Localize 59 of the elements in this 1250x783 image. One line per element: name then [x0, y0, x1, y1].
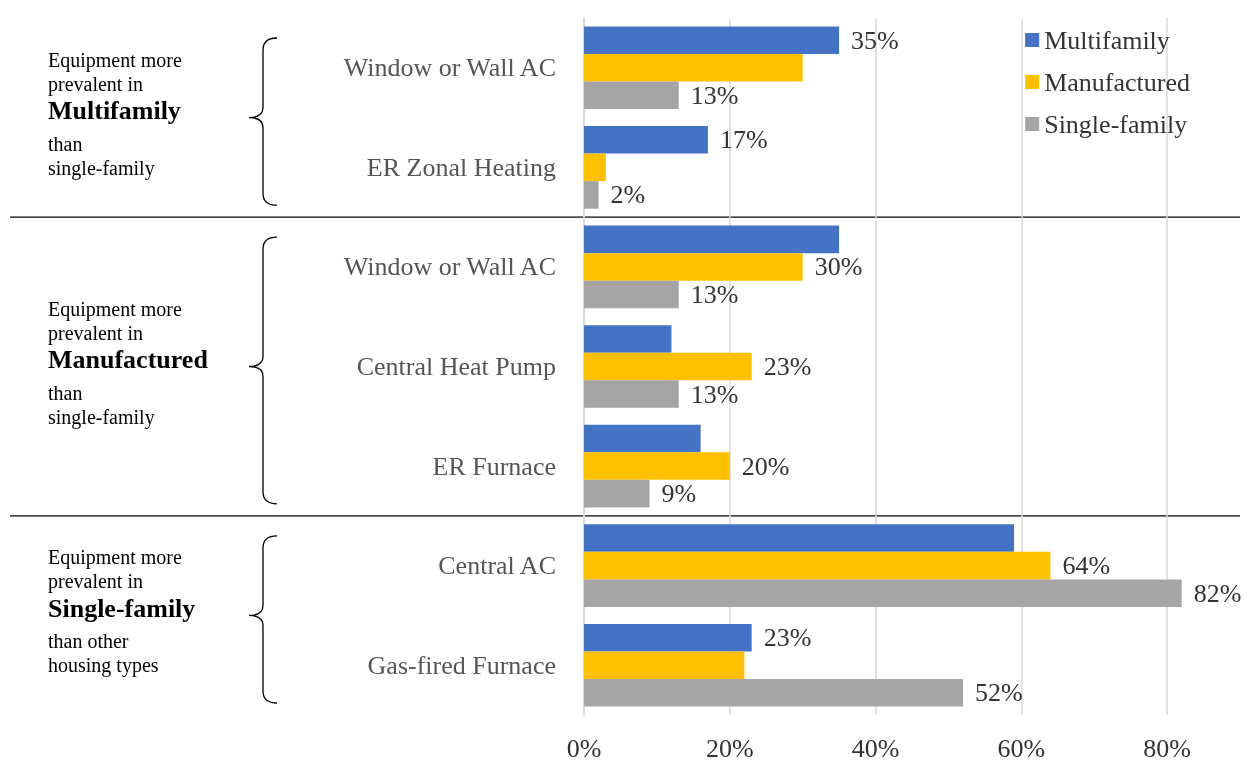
text: Equipment more prevalent in — [48, 297, 187, 345]
data-label: 52% — [975, 678, 1023, 708]
bar — [584, 424, 701, 453]
bar — [584, 81, 679, 110]
y-tick-label: Gas-fired Furnace — [367, 650, 556, 680]
bar — [584, 579, 1182, 607]
data-label: 20% — [741, 451, 790, 481]
x-tick-label: 40% — [851, 733, 900, 763]
data-label: 64% — [1062, 551, 1111, 581]
bar — [584, 524, 1015, 552]
data-label: 13% — [690, 379, 739, 409]
bar — [584, 551, 1051, 580]
text: Manufactured — [48, 345, 209, 374]
data-label: 9% — [661, 479, 697, 509]
bar — [584, 452, 730, 480]
bar — [584, 352, 752, 381]
bar — [584, 181, 599, 209]
data-label: 23% — [763, 623, 812, 653]
bar — [584, 26, 840, 55]
y-tick-label: Central AC — [438, 551, 556, 581]
data-label: 2% — [610, 180, 646, 210]
bar — [584, 325, 672, 353]
bar — [584, 651, 745, 679]
bar — [584, 280, 679, 309]
text: Equipment more prevalent in — [48, 546, 187, 594]
data-label: 13% — [690, 80, 739, 110]
y-tick-label: ER Furnace — [432, 451, 556, 481]
data-label: 30% — [814, 252, 863, 282]
text: than single-family — [48, 132, 155, 180]
legend-label: Single-family — [1044, 109, 1188, 139]
bar — [584, 153, 606, 182]
data-label: 13% — [690, 279, 739, 309]
bar — [584, 225, 840, 254]
y-tick-label: ER Zonal Heating — [366, 152, 556, 182]
x-tick-label: 20% — [705, 733, 754, 763]
bar — [584, 380, 679, 408]
data-label: 17% — [719, 125, 768, 155]
data-label: 23% — [763, 352, 812, 381]
bar — [584, 479, 650, 508]
y-tick-label: Central Heat Pump — [356, 352, 556, 381]
y-tick-label: Window or Wall AC — [343, 252, 556, 282]
y-tick-label: Window or Wall AC — [343, 53, 556, 83]
x-tick-label: 0% — [566, 733, 602, 763]
text: than single-family — [48, 381, 155, 429]
legend-label: Multifamily — [1044, 25, 1170, 55]
bar — [584, 253, 803, 281]
bar — [584, 126, 708, 154]
text: Single-family — [48, 593, 196, 623]
x-tick-label: 80% — [1143, 733, 1191, 763]
data-label: 35% — [851, 25, 899, 55]
bar — [584, 623, 752, 652]
text: Multifamily — [48, 96, 181, 126]
x-tick-label: 60% — [997, 733, 1046, 763]
legend-label: Manufactured — [1044, 67, 1191, 97]
text: than other housing types — [48, 630, 159, 678]
bar — [584, 54, 803, 82]
data-label: 82% — [1193, 578, 1242, 608]
bar — [584, 678, 964, 707]
text: Equipment more prevalent in — [48, 48, 187, 96]
